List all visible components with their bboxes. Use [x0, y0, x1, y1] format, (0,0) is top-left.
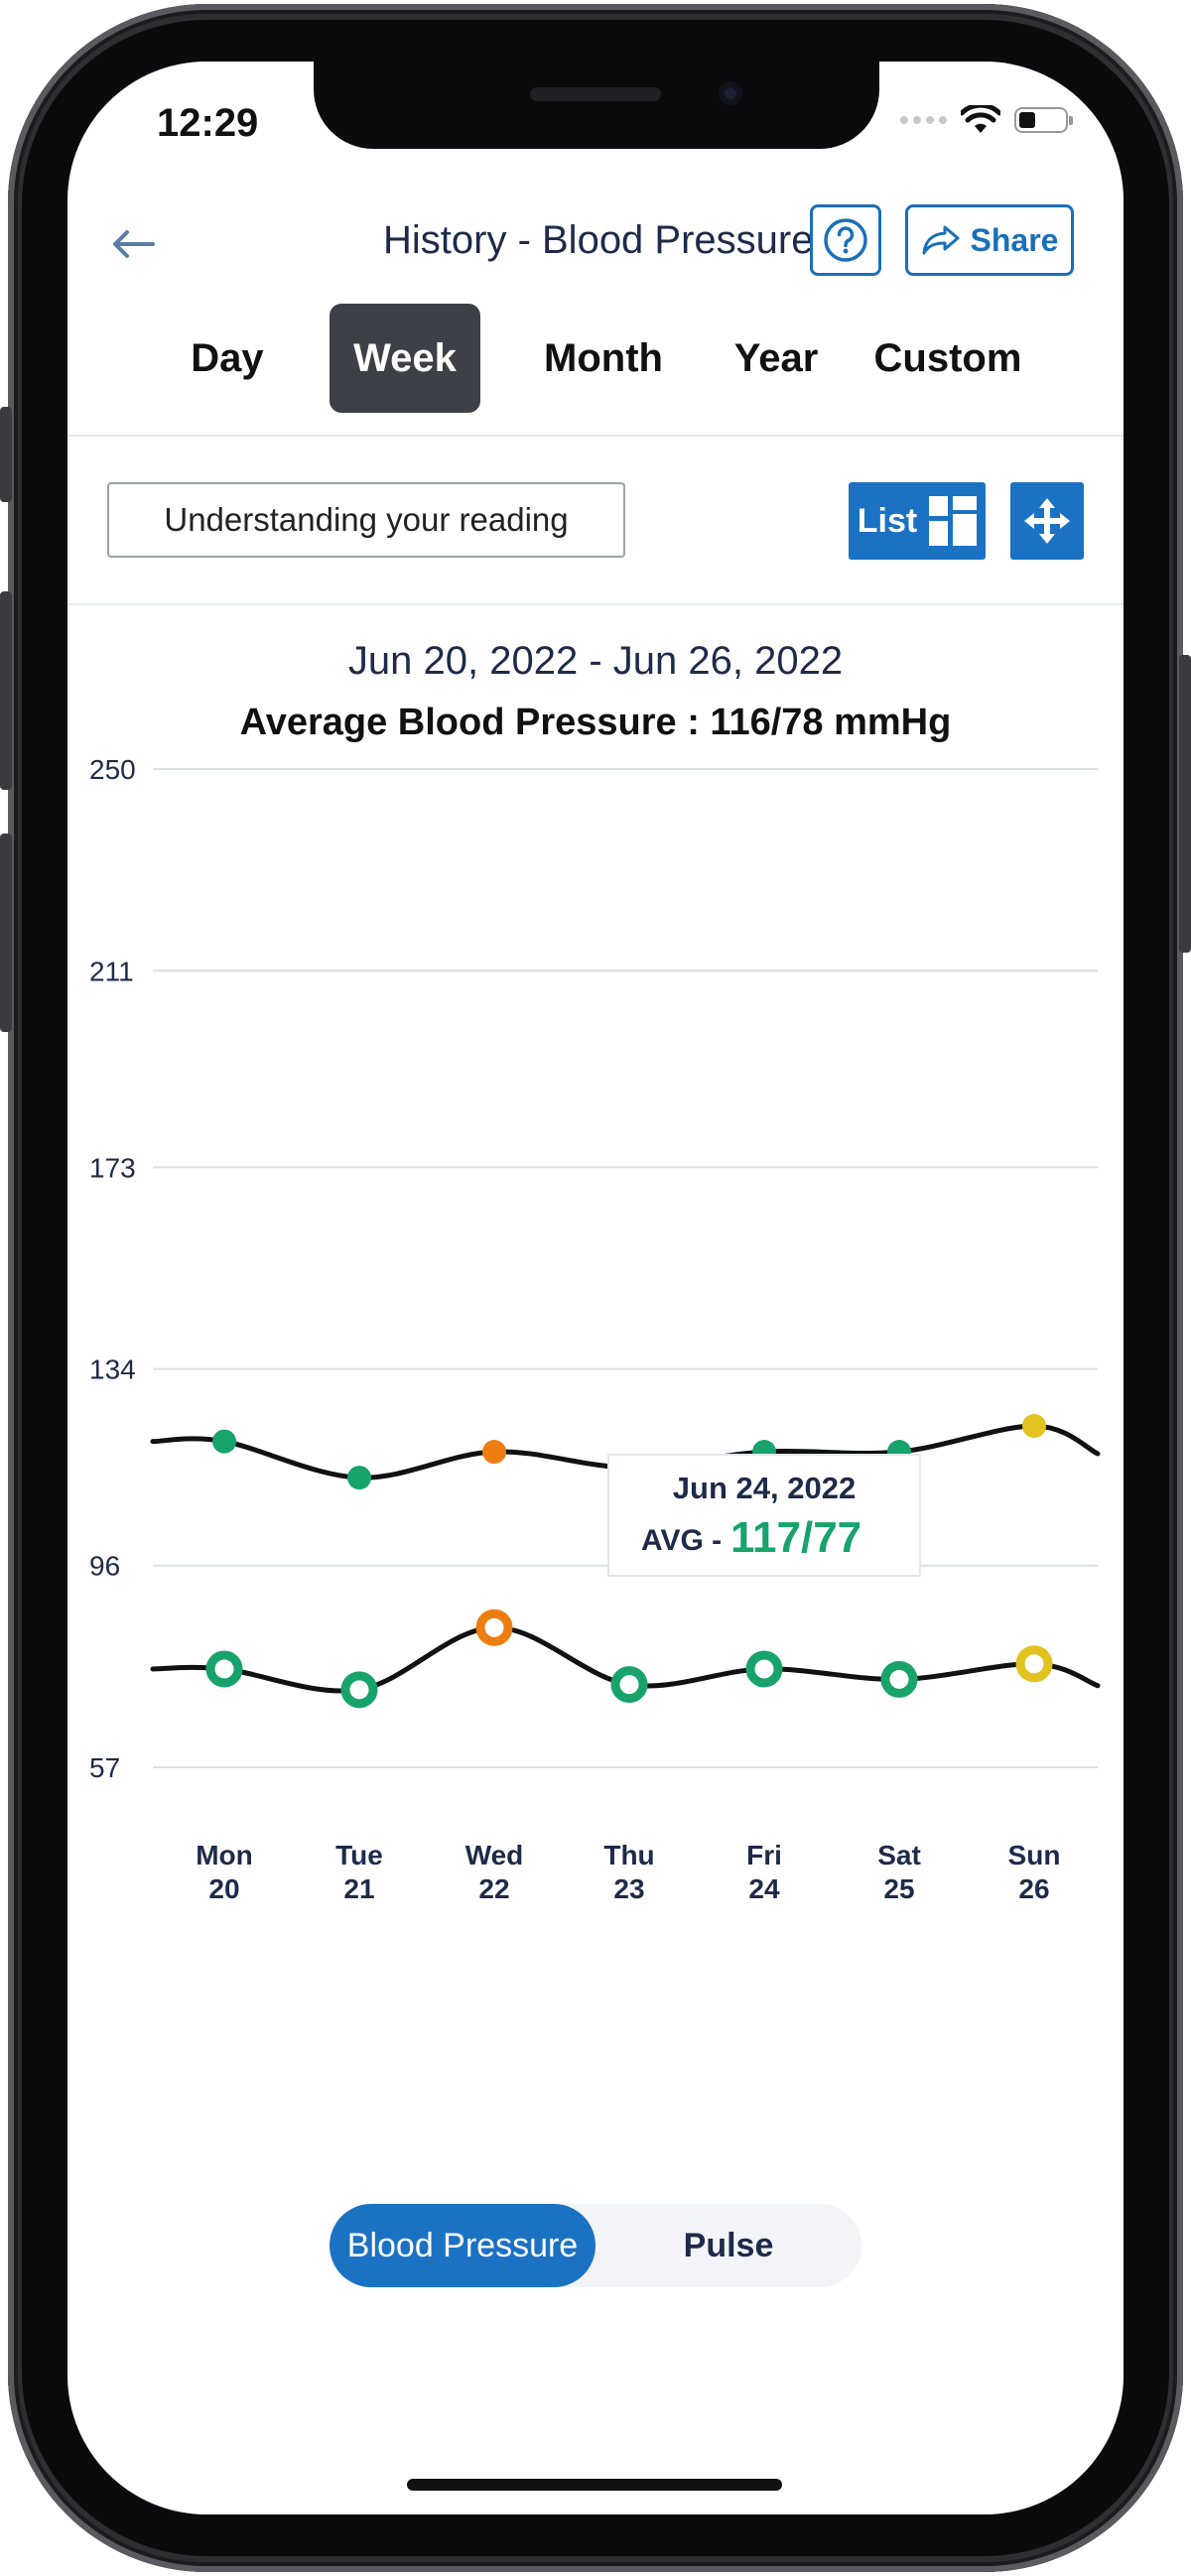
status-time: 12:29: [157, 101, 259, 145]
toolbar-divider: [67, 603, 1124, 605]
y-tick-label: 211: [89, 956, 134, 986]
volume-down-button: [0, 834, 12, 1032]
average-blood-pressure: Average Blood Pressure : 116/78 mmHg: [239, 702, 952, 743]
tooltip-date: Jun 24, 2022: [673, 1471, 856, 1505]
x-tick-day: Wed: [465, 1840, 524, 1870]
expand-chart-button[interactable]: [1010, 482, 1084, 560]
list-label: List: [857, 501, 918, 540]
tabs-divider: [67, 435, 1124, 437]
metric-segmented-control: Blood Pressure Pulse: [330, 2204, 861, 2287]
tooltip-avg-prefix: AVG -: [641, 1524, 722, 1557]
front-camera: [719, 81, 742, 105]
y-tick-label: 134: [89, 1354, 136, 1385]
diastolic-point: [880, 1660, 918, 1698]
page-title: History - Blood Pressure: [383, 218, 814, 262]
wifi-icon: [961, 105, 1000, 133]
grid-layout-icon: [929, 496, 978, 546]
systolic-point: [482, 1440, 506, 1465]
tab-week[interactable]: Week: [330, 304, 480, 413]
tab-year[interactable]: Year: [733, 335, 819, 380]
x-tick-date: 21: [343, 1873, 374, 1904]
volume-up-button: [0, 591, 12, 790]
diastolic-point: [340, 1671, 378, 1709]
question-circle-icon: [824, 218, 867, 262]
back-button[interactable]: [103, 222, 163, 266]
systolic-point: [212, 1429, 236, 1454]
diastolic-point: [205, 1650, 243, 1688]
move-arrows-icon: [1024, 498, 1070, 544]
speaker-grille: [530, 87, 661, 101]
x-tick-day: Thu: [603, 1840, 654, 1870]
tooltip-box: [607, 1454, 921, 1577]
x-tick-date: 25: [883, 1873, 914, 1904]
x-tick-date: 24: [748, 1873, 780, 1904]
period-tabs: Day Week Month Year Custom: [67, 304, 1124, 413]
y-tick-label: 173: [89, 1152, 136, 1183]
x-tick-date: 26: [1018, 1873, 1049, 1904]
x-tick-day: Sun: [1008, 1840, 1061, 1870]
power-button: [1179, 655, 1191, 953]
share-button[interactable]: Share: [905, 204, 1074, 276]
diastolic-point: [475, 1609, 513, 1646]
tab-day[interactable]: Day: [191, 335, 264, 380]
x-tick-date: 20: [208, 1873, 239, 1904]
help-button[interactable]: [810, 204, 881, 276]
x-tick-day: Fri: [746, 1840, 782, 1870]
x-tick-date: 23: [613, 1873, 644, 1904]
list-view-button[interactable]: List: [849, 482, 986, 560]
diastolic-point: [1015, 1645, 1053, 1683]
share-arrow-icon: [922, 225, 960, 255]
x-tick-date: 22: [478, 1873, 509, 1904]
diastolic-point: [610, 1666, 648, 1704]
x-tick-day: Mon: [196, 1840, 253, 1870]
tooltip-avg-value: 117/77: [730, 1513, 861, 1562]
y-tick-label: 250: [89, 754, 136, 785]
battery-icon: [1014, 107, 1073, 133]
segment-blood-pressure[interactable]: Blood Pressure: [330, 2204, 596, 2287]
cellular-signal-icon: [900, 116, 947, 124]
status-icons: [900, 105, 1073, 135]
blood-pressure-chart[interactable]: 2502111731349657Mon20Tue21Wed22Thu23Fri2…: [67, 62, 1124, 2514]
reading-tooltip: Jun 24, 2022 AVG -117/77: [607, 1454, 921, 1577]
notch: [314, 62, 879, 149]
systolic-point: [347, 1466, 371, 1490]
y-tick-label: 96: [89, 1551, 120, 1582]
segment-pulse[interactable]: Pulse: [683, 2226, 774, 2264]
share-label: Share: [970, 221, 1059, 258]
y-tick-label: 57: [89, 1752, 120, 1783]
date-range: Jun 20, 2022 - Jun 26, 2022: [347, 639, 844, 683]
mute-switch: [0, 407, 12, 502]
x-tick-day: Sat: [877, 1840, 921, 1870]
tab-custom[interactable]: Custom: [873, 335, 1022, 380]
back-arrow-icon: [113, 230, 155, 258]
systolic-point: [1022, 1413, 1046, 1438]
home-indicator: [407, 2479, 782, 2491]
phone-screen: 12:29 History - Blood Pressure: [67, 62, 1124, 2514]
tab-month[interactable]: Month: [544, 335, 663, 380]
understanding-reading-button[interactable]: Understanding your reading: [107, 482, 625, 558]
diastolic-point: [745, 1650, 783, 1688]
x-tick-day: Tue: [335, 1840, 383, 1870]
